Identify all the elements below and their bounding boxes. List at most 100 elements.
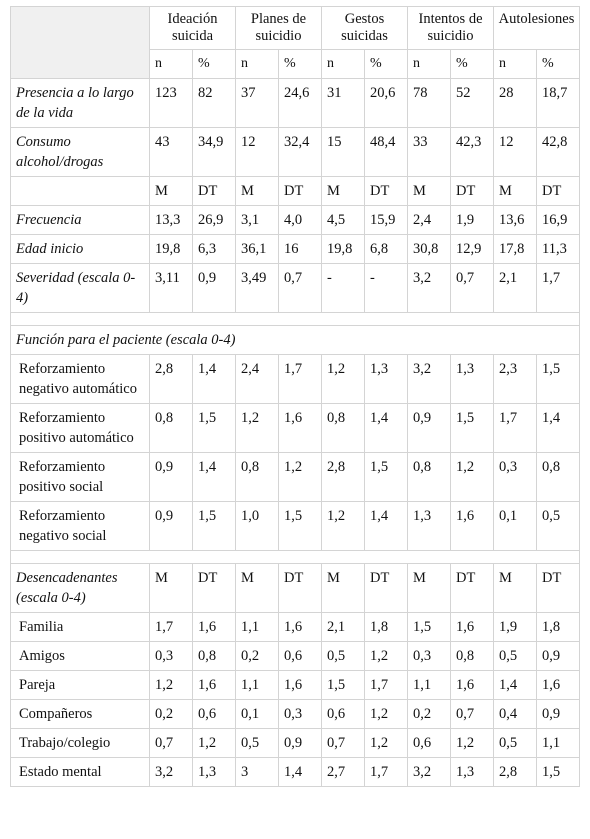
value-cell: 1,5 — [450, 403, 494, 453]
row-label: Trabajo/colegio — [10, 728, 150, 758]
value-cell: 1,6 — [450, 501, 494, 551]
value-cell: 1,3 — [364, 354, 408, 404]
group-header: Ideación suicida — [149, 6, 236, 50]
subheader: n — [407, 49, 451, 79]
value-cell: 28 — [493, 78, 537, 128]
value-cell: 1,7 — [278, 354, 322, 404]
value-cell: 1,3 — [450, 757, 494, 787]
value-cell: 6,8 — [364, 234, 408, 264]
row-label: Compañeros — [10, 699, 150, 729]
value-cell: 1,7 — [536, 263, 580, 313]
value-cell: 0,7 — [450, 263, 494, 313]
value-cell: 3,2 — [149, 757, 193, 787]
value-cell: 2,1 — [493, 263, 537, 313]
value-cell: 1,6 — [450, 670, 494, 700]
value-cell: 15,9 — [364, 205, 408, 235]
value-cell: 17,8 — [493, 234, 537, 264]
group-header: Planes de suicidio — [235, 6, 322, 50]
value-cell: 1,7 — [364, 670, 408, 700]
value-cell: 1,9 — [493, 612, 537, 642]
value-cell: 0,7 — [321, 728, 365, 758]
row-label — [10, 176, 150, 206]
value-cell: 1,2 — [235, 403, 279, 453]
value-cell: 0,8 — [450, 641, 494, 671]
value-cell: DT — [364, 176, 408, 206]
value-cell: 1,2 — [364, 641, 408, 671]
value-cell: 1,2 — [149, 670, 193, 700]
table-row: Consumo alcohol/drogas 43 34,9 12 32,4 15 48,4… — [10, 127, 580, 177]
value-cell: 2,7 — [321, 757, 365, 787]
value-cell: 1,1 — [536, 728, 580, 758]
value-cell: 1,6 — [192, 612, 236, 642]
value-cell: 0,9 — [536, 641, 580, 671]
table-row: Edad inicio 19,8 6,3 36,1 16 19,8 6,8 30,8 12,9 1… — [10, 234, 580, 264]
table-row: Estado mental 3,2 1,3 3 1,4 2,7 1,7 3,2 1,3 2,8 1,… — [10, 757, 580, 787]
value-cell: DT — [364, 563, 408, 613]
value-cell: 1,1 — [407, 670, 451, 700]
value-cell: 0,8 — [536, 452, 580, 502]
value-cell: 4,5 — [321, 205, 365, 235]
value-cell: 43 — [149, 127, 193, 177]
row-label: Amigos — [10, 641, 150, 671]
subheader: % — [364, 49, 408, 79]
subheader: n — [321, 49, 365, 79]
value-cell: 2,8 — [493, 757, 537, 787]
value-cell: DT — [278, 176, 322, 206]
value-cell: 0,5 — [536, 501, 580, 551]
value-cell: 1,7 — [364, 757, 408, 787]
row-label: Edad inicio — [10, 234, 150, 264]
value-cell: 0,6 — [407, 728, 451, 758]
row-label: Reforzamiento negativo social — [10, 501, 150, 551]
value-cell: 123 — [149, 78, 193, 128]
value-cell: M — [149, 563, 193, 613]
value-cell: 0,6 — [278, 641, 322, 671]
table-row: Reforzamiento negativo social 0,9 1,5 1,0 1,… — [10, 501, 580, 551]
value-cell: 0,3 — [407, 641, 451, 671]
value-cell: 1,5 — [192, 403, 236, 453]
value-cell: 1,5 — [407, 612, 451, 642]
value-cell: 0,3 — [278, 699, 322, 729]
value-cell: 0,5 — [493, 728, 537, 758]
value-cell: 1,3 — [450, 354, 494, 404]
value-cell: 1,5 — [536, 354, 580, 404]
subheader: % — [278, 49, 322, 79]
value-cell: 1,6 — [192, 670, 236, 700]
value-cell: 12 — [493, 127, 537, 177]
table-row: Frecuencia 13,3 26,9 3,1 4,0 4,5 15,9 2,4 1,9 13,… — [10, 205, 580, 235]
subheader: % — [450, 49, 494, 79]
value-cell: 0,9 — [149, 452, 193, 502]
spacer-row — [10, 312, 580, 326]
value-cell: 0,8 — [149, 403, 193, 453]
row-label: Reforzamiento positivo social — [10, 452, 150, 502]
value-cell: 0,2 — [407, 699, 451, 729]
value-cell: 1,8 — [536, 612, 580, 642]
value-cell: 0,1 — [493, 501, 537, 551]
value-cell: 1,2 — [450, 452, 494, 502]
value-cell: M — [321, 176, 365, 206]
value-cell: 0,8 — [407, 452, 451, 502]
value-cell: 1,4 — [536, 403, 580, 453]
value-cell: 0,4 — [493, 699, 537, 729]
value-cell: 32,4 — [278, 127, 322, 177]
value-cell: 1,1 — [235, 612, 279, 642]
table-row: Reforzamiento negativo automático 2,8 1,4 2… — [10, 354, 580, 404]
value-cell: M — [149, 176, 193, 206]
value-cell: 3,2 — [407, 354, 451, 404]
value-cell: 3,2 — [407, 263, 451, 313]
value-cell: 1,2 — [321, 354, 365, 404]
value-cell: 26,9 — [192, 205, 236, 235]
value-cell: 15 — [321, 127, 365, 177]
value-cell: 1,4 — [364, 501, 408, 551]
value-cell: 0,2 — [149, 699, 193, 729]
value-cell: 19,8 — [149, 234, 193, 264]
value-cell: 4,0 — [278, 205, 322, 235]
value-cell: 1,2 — [192, 728, 236, 758]
value-cell: 37 — [235, 78, 279, 128]
value-cell: 31 — [321, 78, 365, 128]
value-cell: 13,6 — [493, 205, 537, 235]
row-label: Pareja — [10, 670, 150, 700]
value-cell: 0,7 — [450, 699, 494, 729]
table-row: Amigos 0,3 0,8 0,2 0,6 0,5 1,2 0,3 0,8 0,5 0,9 — [10, 641, 580, 671]
table-row: Reforzamiento positivo automático 0,8 1,5 1… — [10, 403, 580, 453]
value-cell: 0,9 — [149, 501, 193, 551]
